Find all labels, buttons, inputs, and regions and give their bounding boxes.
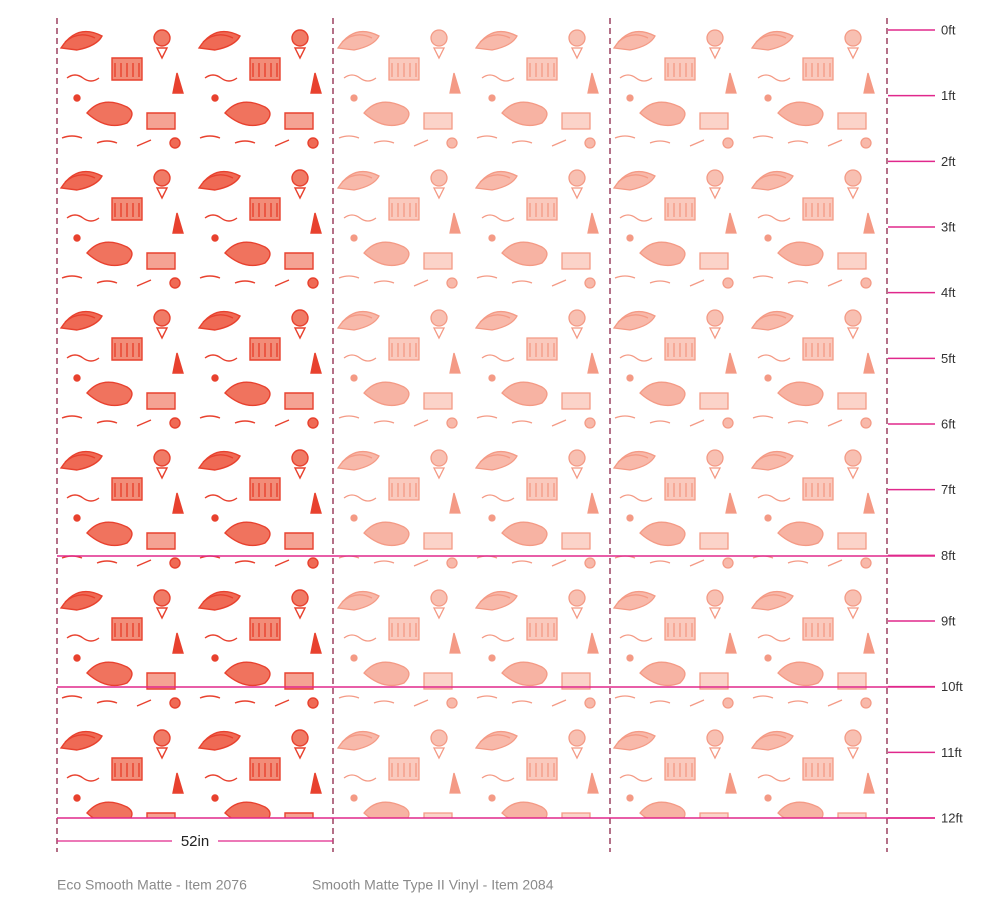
- ruler-label: 4ft: [941, 285, 956, 300]
- ruler-label: 10ft: [941, 679, 963, 694]
- caption: Eco Smooth Matte - Item 2076: [57, 877, 247, 893]
- ruler-label: 0ft: [941, 22, 956, 37]
- caption: Smooth Matte Type II Vinyl - Item 2084: [312, 877, 554, 893]
- width-label: 52in: [181, 833, 209, 850]
- ruler-label: 7ft: [941, 482, 956, 497]
- ruler-label: 9ft: [941, 613, 956, 628]
- ruler-label: 11ft: [941, 745, 962, 760]
- ruler-label: 3ft: [941, 219, 956, 234]
- ruler-label: 8ft: [941, 548, 956, 563]
- ruler-label: 1ft: [941, 88, 956, 103]
- panel-eco-smooth-matte: [57, 18, 333, 818]
- ruler-label: 5ft: [941, 351, 956, 366]
- ruler-label: 6ft: [941, 416, 956, 431]
- ruler-label: 12ft: [941, 810, 963, 825]
- height-guides: [57, 555, 935, 819]
- panel-dividers: [56, 18, 888, 852]
- ruler-label: 2ft: [941, 154, 956, 169]
